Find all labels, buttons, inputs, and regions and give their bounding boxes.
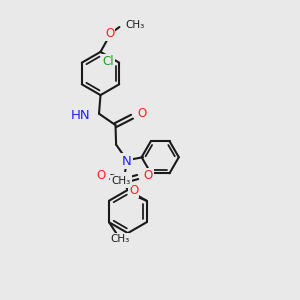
Text: O: O bbox=[96, 169, 105, 182]
Text: O: O bbox=[105, 26, 114, 40]
Text: CH₃: CH₃ bbox=[110, 234, 129, 244]
Text: N: N bbox=[122, 154, 131, 168]
Text: O: O bbox=[143, 169, 152, 182]
Text: S: S bbox=[120, 173, 128, 187]
Text: Cl: Cl bbox=[102, 55, 114, 68]
Text: CH₃: CH₃ bbox=[111, 176, 130, 186]
Text: O: O bbox=[129, 184, 138, 197]
Text: CH₃: CH₃ bbox=[125, 20, 145, 30]
Text: O: O bbox=[137, 107, 147, 120]
Text: HN: HN bbox=[71, 109, 91, 122]
